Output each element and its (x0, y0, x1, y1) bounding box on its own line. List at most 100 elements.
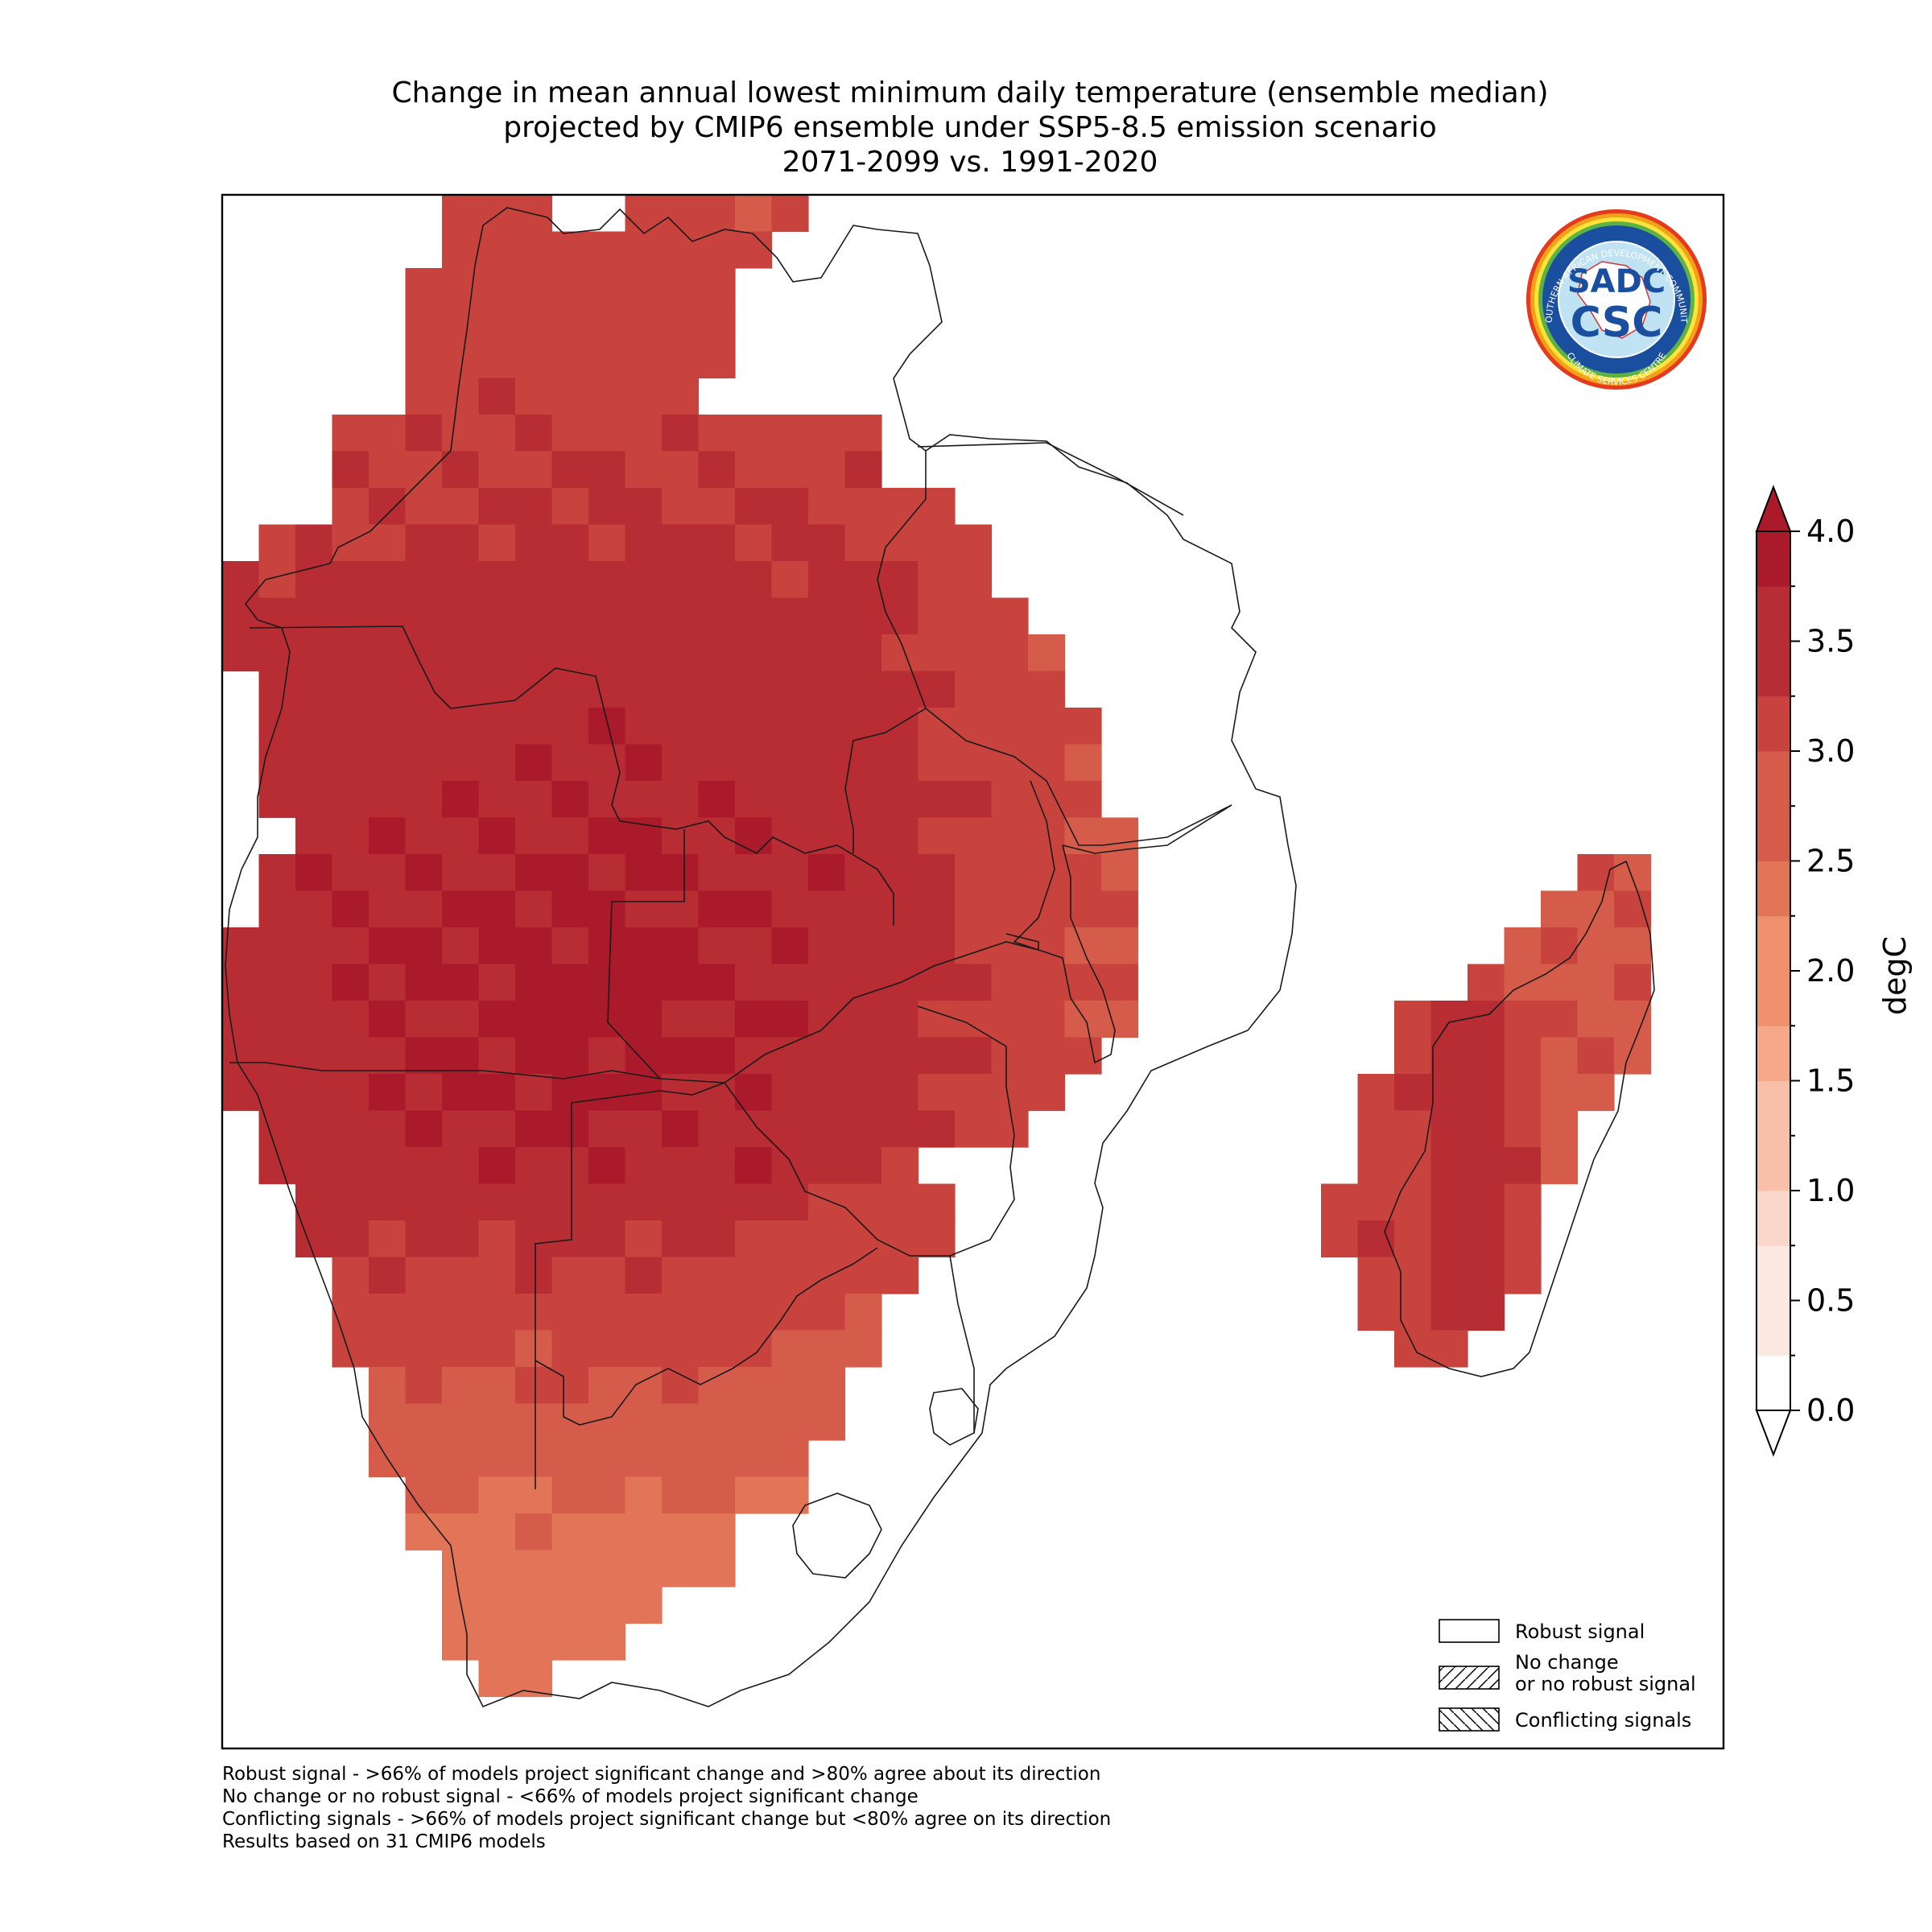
grid-cell (1504, 964, 1542, 1001)
grid-cell (405, 1147, 443, 1185)
grid-cell (405, 708, 443, 745)
grid-cell (698, 1147, 736, 1185)
angola-zambia-border (607, 829, 685, 1080)
grid-cell (442, 1220, 480, 1258)
grid-cell (698, 1183, 736, 1221)
malawi-border (1013, 780, 1116, 1064)
grid-cell (405, 781, 443, 819)
grid-cell (478, 1440, 516, 1478)
colorbar-unit-label: degC (1877, 936, 1913, 1015)
grid-cell (698, 1440, 736, 1478)
grid-cell (735, 1147, 773, 1185)
grid-cell (625, 1440, 663, 1478)
grid-cell (369, 415, 407, 452)
grid-cell (771, 781, 809, 819)
grid-cell (662, 415, 700, 452)
grid-cell (662, 304, 700, 342)
grid-cell (551, 1294, 589, 1331)
grid-cell (625, 634, 663, 672)
colorbar-tick-label: 2.5 (1806, 844, 1855, 879)
grid-cell (771, 1074, 809, 1112)
grid-cell (551, 1183, 589, 1221)
grid-cell (551, 890, 589, 928)
grid-cell (588, 1513, 626, 1551)
grid-cell (625, 304, 663, 342)
grid-cell (588, 817, 626, 855)
grid-cell (662, 341, 700, 379)
lesotho-border (792, 1492, 882, 1579)
grid-cell (991, 890, 1029, 928)
grid-cell (295, 524, 333, 562)
grid-cell (808, 854, 846, 892)
grid-cell (808, 817, 846, 855)
grid-cell (881, 854, 919, 892)
grid-cell (1028, 927, 1066, 965)
grid-cell (1028, 708, 1066, 745)
grid-cell (258, 597, 296, 635)
grid-cell (442, 854, 480, 892)
grid-cell (515, 1257, 553, 1294)
grid-cell (478, 1513, 516, 1551)
colorbar-segment (1757, 751, 1790, 807)
grid-cell (588, 378, 626, 415)
grid-cell (881, 1110, 919, 1148)
grid-cell (442, 781, 480, 819)
grid-cell (442, 1476, 480, 1514)
grid-cell (551, 378, 589, 415)
grid-cell (515, 634, 553, 672)
grid-cell (1541, 927, 1579, 965)
grid-cell (918, 1001, 956, 1038)
grid-cell (332, 451, 369, 489)
grid-cell (222, 1074, 260, 1112)
grid-cell (405, 1294, 443, 1331)
grid-cell (771, 1476, 809, 1514)
grid-cell (551, 671, 589, 708)
grid-cell (442, 1001, 480, 1038)
grid-cell (478, 195, 516, 233)
grid-cell (808, 708, 846, 745)
grid-cell (588, 1330, 626, 1368)
grid-cell (918, 561, 956, 599)
grid-cell (771, 1147, 809, 1185)
grid-cell (991, 781, 1029, 819)
grid-cell (698, 268, 736, 306)
grid-cell (1028, 1037, 1066, 1075)
grid-cell (698, 1110, 736, 1148)
colorbar-tick-label: 3.0 (1806, 733, 1855, 769)
grid-cell (369, 890, 407, 928)
grid-cell (808, 1367, 846, 1405)
grid-cell (918, 854, 956, 892)
grid-cell (698, 1001, 736, 1038)
grid-cell (991, 854, 1029, 892)
grid-cell (515, 1367, 553, 1405)
grid-cell (478, 451, 516, 489)
grid-cell (258, 561, 296, 599)
colorbar-segment (1757, 1245, 1790, 1301)
grid-cell (844, 634, 882, 672)
grid-cell (662, 781, 700, 819)
grid-cell (662, 1367, 700, 1405)
grid-cell (295, 1037, 333, 1075)
grid-cell (478, 524, 516, 562)
legend-label-conflicting: Conflicting signals (1515, 1709, 1691, 1732)
grid-cell (405, 890, 443, 928)
grid-cell (515, 927, 553, 965)
grid-cell (918, 671, 956, 708)
grid-cell (1028, 744, 1066, 782)
grid-cell (332, 1330, 369, 1368)
grid-cell (771, 854, 809, 892)
grid-cell (735, 1403, 773, 1441)
grid-cell (1064, 781, 1102, 819)
grid-cell (991, 671, 1029, 708)
colorbar-tick-label: 1.5 (1806, 1063, 1855, 1099)
grid-cell (698, 890, 736, 928)
grid-cell (735, 597, 773, 635)
grid-cell (515, 1037, 553, 1075)
grid-cell (1577, 964, 1615, 1001)
grid-cell (551, 781, 589, 819)
grid-cell (698, 597, 736, 635)
grid-cell (332, 1110, 369, 1148)
colorbar-segment (1757, 971, 1790, 1026)
grid-cell (515, 597, 553, 635)
